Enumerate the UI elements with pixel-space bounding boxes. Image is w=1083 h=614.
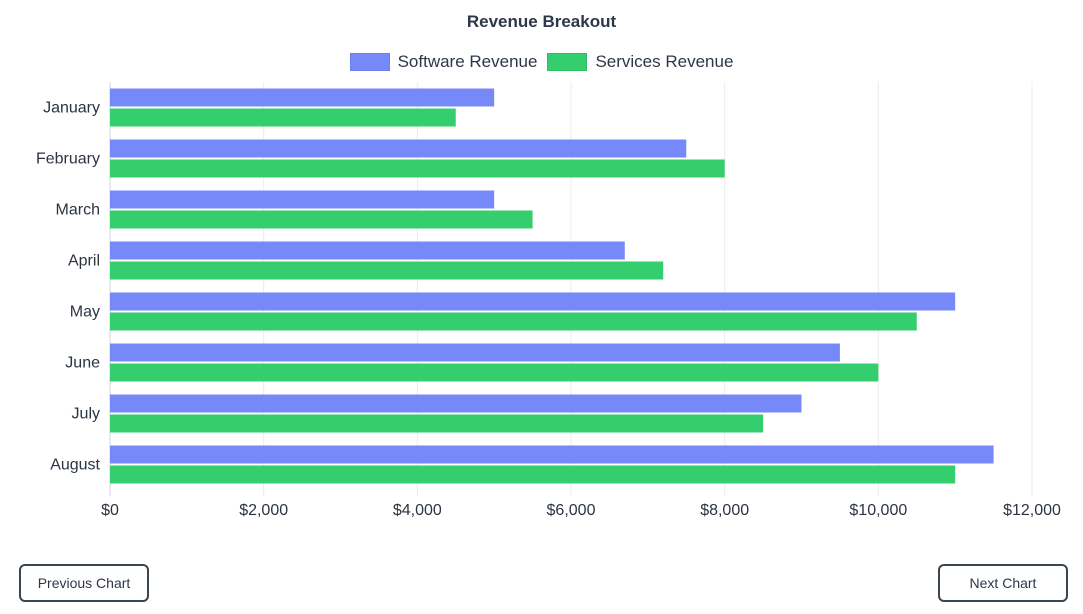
bar-services-february[interactable] [110, 159, 725, 178]
bar-software-january[interactable] [110, 88, 495, 107]
legend-label-services: Services Revenue [595, 52, 734, 71]
bar-services-july[interactable] [110, 414, 764, 433]
bar-services-april[interactable] [110, 261, 664, 280]
bar-software-june[interactable] [110, 343, 840, 362]
y-tick-label: June [65, 355, 100, 372]
x-tick-label: $2,000 [239, 502, 288, 519]
x-tick-label: $8,000 [700, 502, 749, 519]
y-tick-label: July [72, 406, 100, 423]
next-chart-button[interactable]: Next Chart [938, 564, 1068, 602]
bar-software-july[interactable] [110, 394, 802, 413]
chart-legend: Software Revenue Services Revenue [0, 52, 1083, 72]
bar-chart: $0 $2,000 $4,000 $6,000 $8,000 $10,000 $12,000… [36, 82, 1061, 519]
legend-swatch-software [349, 53, 390, 71]
x-tick-label: $0 [101, 502, 119, 519]
x-tick-label: $10,000 [849, 502, 907, 519]
previous-chart-button[interactable]: Previous Chart [19, 564, 149, 602]
bar-software-march[interactable] [110, 190, 495, 209]
bar-software-april[interactable] [110, 241, 625, 260]
bar-software-august[interactable] [110, 445, 994, 464]
y-tick-label: January [43, 100, 100, 117]
chart-title: Revenue Breakout [466, 12, 617, 31]
legend-item-services[interactable]: Services Revenue [547, 52, 733, 72]
y-tick-label: April [68, 253, 100, 270]
x-tick-label: $6,000 [547, 502, 596, 519]
y-tick-label: March [56, 202, 100, 219]
legend-swatch-services [547, 53, 588, 71]
bar-services-january[interactable] [110, 108, 456, 127]
legend-item-software[interactable]: Software Revenue [349, 52, 538, 72]
y-tick-label: May [70, 304, 100, 321]
bar-services-march[interactable] [110, 210, 533, 229]
bar-services-august[interactable] [110, 465, 956, 484]
legend-label-software: Software Revenue [397, 52, 538, 71]
bar-software-february[interactable] [110, 139, 687, 158]
y-tick-label: August [50, 457, 100, 474]
bar-services-june[interactable] [110, 363, 879, 382]
x-tick-label: $4,000 [393, 502, 442, 519]
x-tick-label: $12,000 [1003, 502, 1061, 519]
bar-software-may[interactable] [110, 292, 956, 311]
y-tick-label: February [36, 151, 100, 168]
bar-services-may[interactable] [110, 312, 917, 331]
